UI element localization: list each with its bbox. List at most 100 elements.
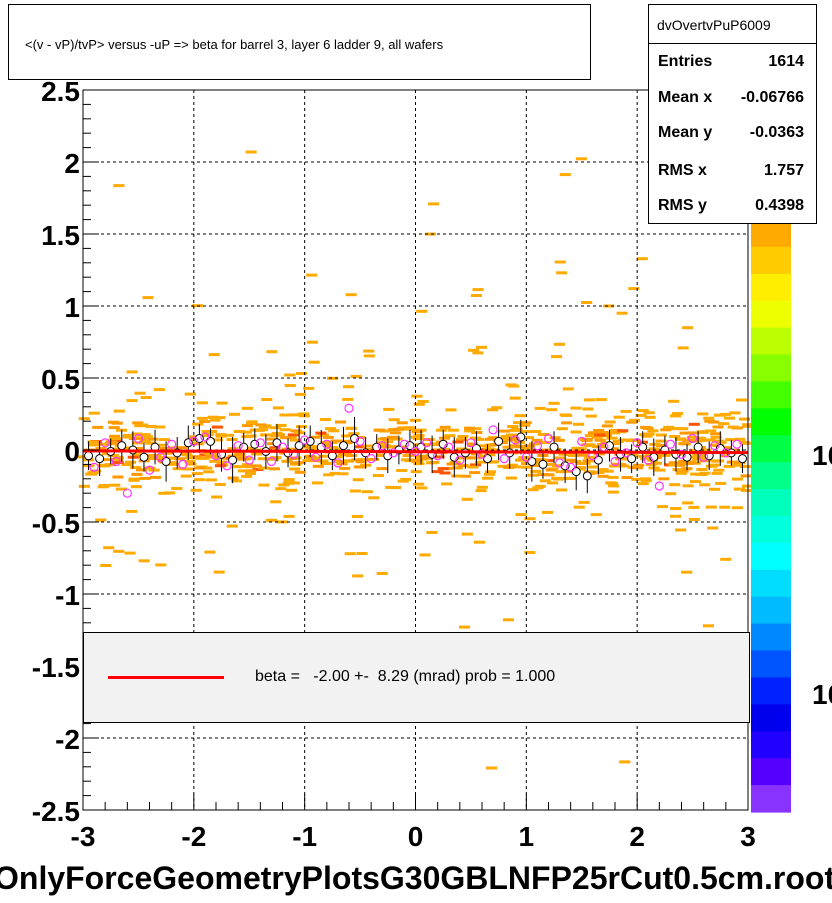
hist-cell xyxy=(345,426,357,430)
profile-point-black xyxy=(338,441,348,451)
hist-cell xyxy=(289,438,301,442)
profile-point-magenta xyxy=(654,481,664,491)
hist-cell xyxy=(486,766,498,770)
hist-cell xyxy=(142,296,154,300)
hist-cell xyxy=(602,469,614,473)
hist-cell xyxy=(546,408,558,412)
hist-cell xyxy=(505,476,517,480)
hist-cell xyxy=(211,425,223,429)
hist-cell xyxy=(311,481,323,485)
hist-cell xyxy=(136,423,148,427)
hist-cell xyxy=(484,437,496,441)
hist-cell xyxy=(553,456,565,460)
hist-cell xyxy=(182,467,194,471)
hist-cell xyxy=(500,434,512,438)
stats-label: Entries xyxy=(658,53,713,70)
hist-cell xyxy=(584,434,596,437)
hist-cell xyxy=(527,488,539,492)
hist-cell xyxy=(207,415,219,419)
hist-cell xyxy=(468,348,480,352)
hist-cell xyxy=(551,355,563,359)
hist-cell xyxy=(719,454,731,458)
hist-cell xyxy=(108,426,120,430)
hist-cell xyxy=(349,489,361,493)
hist-cell xyxy=(145,424,157,428)
profile-point-magenta xyxy=(421,438,432,448)
hist-cell xyxy=(141,435,153,439)
hist-cell xyxy=(309,435,321,439)
hist-cell xyxy=(709,487,721,491)
profile-point-magenta xyxy=(554,458,565,468)
hist-cell xyxy=(166,461,178,465)
profile-point-magenta xyxy=(488,425,498,435)
hist-cell xyxy=(446,462,458,466)
hist-cell xyxy=(208,353,220,357)
y-tick-label: 2.5 xyxy=(41,76,80,107)
profile-point-magenta xyxy=(133,433,144,444)
hist-cell xyxy=(725,438,737,442)
profile-point-magenta xyxy=(477,449,487,459)
hist-cell xyxy=(521,465,533,469)
hist-cell xyxy=(476,485,488,489)
profile-point-black xyxy=(294,441,304,451)
hist-cell xyxy=(457,464,469,468)
hist-cell xyxy=(530,430,542,433)
hist-cell xyxy=(164,491,176,495)
hist-cell xyxy=(658,477,670,481)
hist-cell xyxy=(203,470,215,474)
palette-swatch xyxy=(751,731,791,759)
hist-cell xyxy=(451,474,463,478)
hist-cell xyxy=(675,471,687,475)
hist-cell xyxy=(308,456,320,460)
hist-cell xyxy=(713,459,725,463)
hist-cell xyxy=(112,475,124,479)
hist-cell xyxy=(475,489,487,493)
hist-cell xyxy=(573,505,585,509)
stats-name: dvOvertvPuP6009 xyxy=(657,17,771,33)
hist-cell xyxy=(702,624,714,628)
hist-cell xyxy=(608,464,620,468)
hist-cell xyxy=(159,447,171,450)
hist-cell xyxy=(257,428,269,432)
hist-cell xyxy=(193,466,205,470)
hist-cell xyxy=(497,464,509,468)
hist-cell xyxy=(153,388,165,392)
hist-cell xyxy=(376,572,388,575)
profile-point-black xyxy=(582,471,592,481)
hist-cell xyxy=(637,482,649,486)
profile-point-magenta xyxy=(111,456,121,467)
stats-label: RMS x xyxy=(658,162,707,179)
hist-cell xyxy=(113,549,125,553)
hist-cell xyxy=(426,531,438,534)
hist-cell xyxy=(206,430,218,433)
hist-cell xyxy=(341,441,353,445)
profile-point-black xyxy=(737,454,747,464)
hist-cell xyxy=(341,434,353,438)
profile-point-magenta xyxy=(610,456,620,467)
hist-cell xyxy=(693,438,705,442)
hist-cell xyxy=(713,468,725,472)
hist-cell xyxy=(327,376,339,380)
hist-cell xyxy=(344,552,356,556)
hist-cell xyxy=(573,422,585,426)
hist-cell xyxy=(731,477,743,481)
hist-cell xyxy=(660,428,672,432)
hist-cell xyxy=(564,477,576,480)
hist-cell xyxy=(190,455,202,459)
hist-cell xyxy=(675,528,687,532)
profile-point-black xyxy=(305,436,315,446)
profile-point-black xyxy=(638,442,648,452)
hist-cell xyxy=(209,418,221,422)
hist-cell xyxy=(237,469,249,473)
hist-cell xyxy=(176,446,188,450)
hist-cell xyxy=(597,430,609,434)
hist-cell xyxy=(122,435,134,439)
hist-cell xyxy=(306,273,318,277)
hist-cell xyxy=(362,444,374,448)
hist-cell xyxy=(715,440,727,444)
hist-cell xyxy=(196,401,208,405)
hist-cell xyxy=(190,488,202,492)
hist-cell xyxy=(229,412,241,416)
hist-cell xyxy=(284,373,296,377)
hist-cell xyxy=(621,476,633,479)
